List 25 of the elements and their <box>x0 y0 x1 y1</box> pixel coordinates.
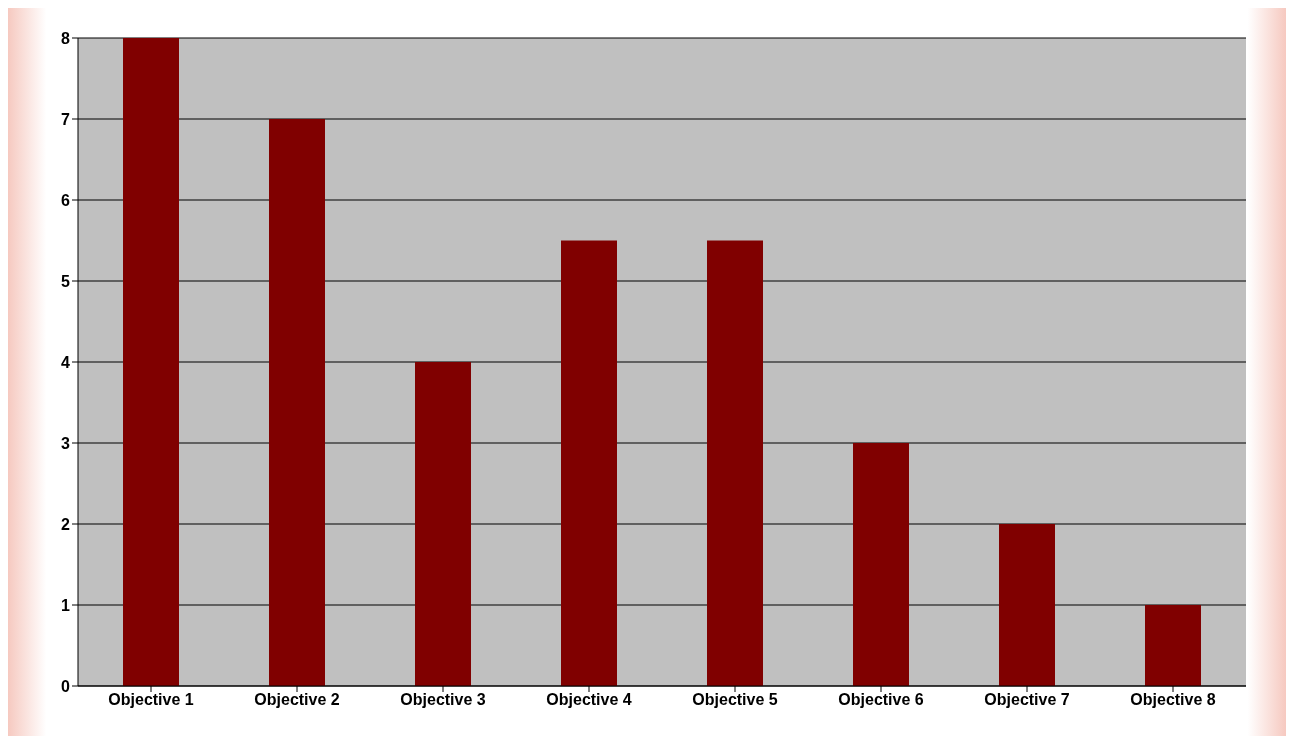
y-tick-label: 0 <box>61 677 71 695</box>
bar <box>853 443 909 686</box>
x-tick-label: Objective 6 <box>838 691 924 709</box>
y-tick-label: 6 <box>61 191 71 209</box>
x-tick-label: Objective 3 <box>400 691 486 709</box>
bar <box>999 524 1055 686</box>
x-tick-label: Objective 2 <box>254 691 340 709</box>
x-tick-label: Objective 1 <box>108 691 194 709</box>
bar <box>707 240 763 686</box>
y-tick-label: 8 <box>61 29 71 47</box>
x-tick-label: Objective 5 <box>692 691 778 709</box>
x-tick-label: Objective 7 <box>984 691 1070 709</box>
y-tick-label: 4 <box>61 353 71 371</box>
bar <box>123 38 179 686</box>
bar <box>269 119 325 686</box>
bar <box>1145 605 1201 686</box>
bar <box>415 362 471 686</box>
y-tick-label: 2 <box>61 515 71 533</box>
y-tick-label: 3 <box>61 434 71 452</box>
x-tick-label: Objective 4 <box>546 691 632 709</box>
bar <box>561 240 617 686</box>
y-tick-label: 5 <box>61 272 71 290</box>
y-tick-label: 1 <box>61 596 71 614</box>
y-tick-label: 7 <box>61 110 71 128</box>
x-tick-label: Objective 8 <box>1130 691 1216 709</box>
